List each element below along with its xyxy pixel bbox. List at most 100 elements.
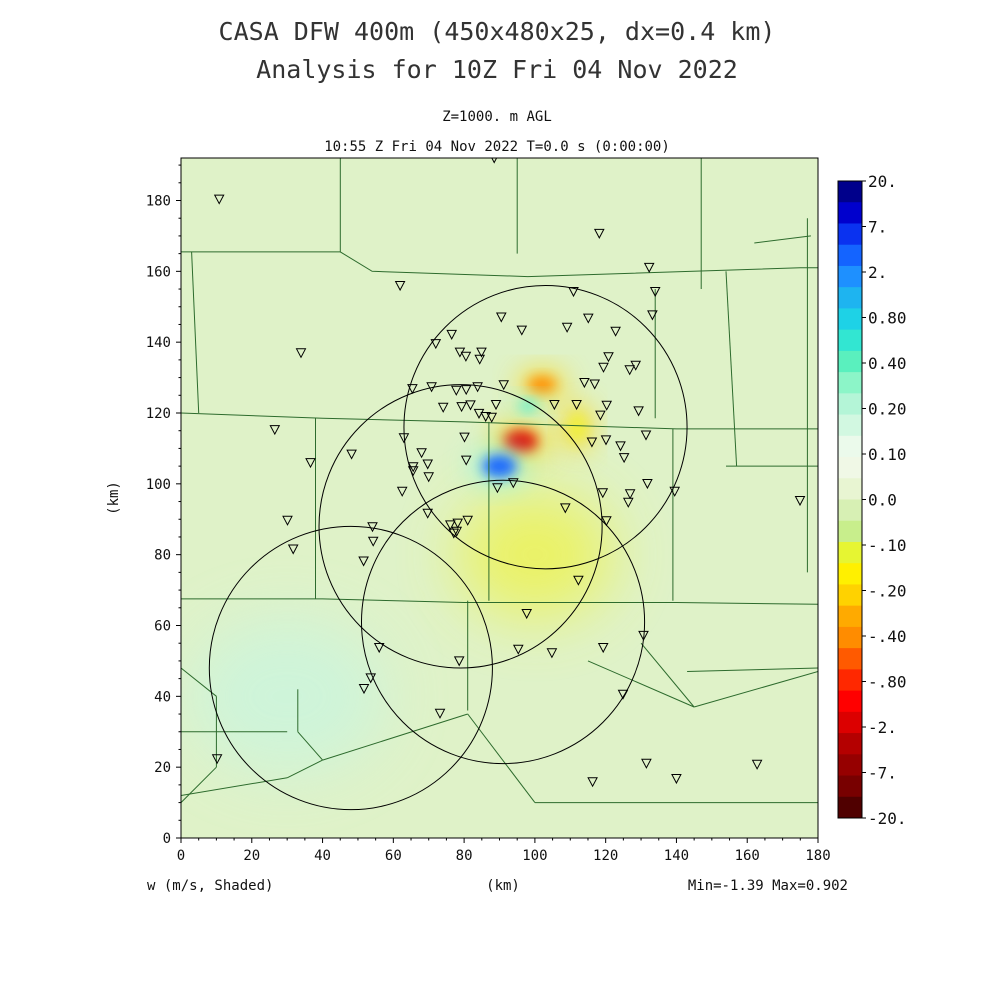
station-marker xyxy=(453,656,465,667)
station-marker xyxy=(647,310,658,321)
colorbar-label: -.80 xyxy=(868,673,907,692)
station-marker xyxy=(305,458,316,469)
colorbar-swatch xyxy=(838,372,862,394)
colorbar-label: 0.40 xyxy=(868,354,907,373)
county-line xyxy=(754,235,811,244)
county-line xyxy=(181,766,217,803)
station-marker xyxy=(358,684,370,695)
colorbar-swatch xyxy=(838,435,862,458)
x-tick-label: 120 xyxy=(593,848,618,864)
colorbar-swatch xyxy=(838,648,862,670)
colorbar-swatch xyxy=(838,287,862,309)
minmax-label: Min=-1.39 Max=0.902 xyxy=(688,878,848,894)
county-boundaries xyxy=(181,158,818,804)
station-marker xyxy=(638,630,649,641)
colorbar-swatch xyxy=(838,754,862,777)
station-marker xyxy=(295,348,307,359)
colorbar-swatch xyxy=(838,457,862,479)
station-marker xyxy=(373,643,385,654)
colorbar-swatch xyxy=(838,796,862,819)
station-marker xyxy=(587,777,598,788)
station-marker xyxy=(434,708,446,719)
y-tick-label: 160 xyxy=(146,264,171,280)
station-marker xyxy=(561,322,573,333)
soft-shading-layer xyxy=(188,490,613,775)
station-marker xyxy=(586,437,598,448)
county-line xyxy=(640,642,695,708)
county-line xyxy=(181,412,818,430)
variable-label: w (m/s, Shaded) xyxy=(147,878,273,894)
x-tick-label: 0 xyxy=(177,848,185,864)
station-marker xyxy=(649,287,661,298)
y-tick-label: 60 xyxy=(154,619,171,635)
y-tick-label: 20 xyxy=(154,760,171,776)
county-line xyxy=(286,759,323,779)
station-marker xyxy=(486,412,498,423)
colorbar-swatch xyxy=(838,350,862,373)
negative-w-cell xyxy=(503,430,538,453)
station-marker xyxy=(643,262,655,273)
colorbar-label: -2. xyxy=(868,718,897,737)
colorbar-label: 0.80 xyxy=(868,309,907,328)
station-marker xyxy=(630,360,642,371)
county-line xyxy=(181,598,818,605)
station-marker xyxy=(423,472,435,483)
y-tick-label: 180 xyxy=(146,194,171,210)
station-marker xyxy=(622,497,634,508)
x-tick-label: 40 xyxy=(314,848,331,864)
y-tick-label: 80 xyxy=(154,548,171,564)
colorbar-swatch xyxy=(838,478,862,500)
radar-range-ring xyxy=(318,384,603,669)
station-marker xyxy=(610,326,621,337)
station-marker xyxy=(601,400,613,411)
station-marker xyxy=(462,515,474,526)
colorbar-swatch xyxy=(838,265,862,288)
colorbar-swatch xyxy=(838,181,862,203)
station-marker xyxy=(516,325,528,336)
county-line xyxy=(687,667,818,672)
colorbar-swatch xyxy=(838,499,862,522)
station-marker xyxy=(571,400,582,411)
station-marker xyxy=(579,378,590,389)
station-marker xyxy=(642,479,653,490)
station-marker xyxy=(603,352,614,363)
x-tick-label: 140 xyxy=(664,848,689,864)
station-marker xyxy=(507,478,519,489)
station-marker xyxy=(444,520,456,531)
colorbar-label: -20. xyxy=(868,809,907,828)
station-marker xyxy=(568,287,579,298)
station-marker xyxy=(617,689,629,700)
county-line xyxy=(181,251,818,278)
radar-range-ring xyxy=(403,285,688,570)
y-tick-label: 0 xyxy=(163,831,171,847)
station-marker xyxy=(794,496,806,507)
colorbar-swatch xyxy=(838,563,862,585)
station-marker xyxy=(430,339,442,350)
y-tick-label: 100 xyxy=(146,477,171,493)
station-marker xyxy=(269,425,281,436)
county-line xyxy=(181,777,288,796)
station-marker xyxy=(358,556,369,567)
station-marker xyxy=(367,522,378,533)
county-line xyxy=(693,671,818,708)
colorbar-swatch xyxy=(838,584,862,607)
radar-range-rings xyxy=(208,285,688,811)
station-markers xyxy=(211,158,806,788)
station-marker xyxy=(640,430,652,441)
county-line xyxy=(587,660,695,708)
colorbar-swatch xyxy=(838,605,862,628)
x-tick-label: 20 xyxy=(243,848,260,864)
colorbar-label: 0.10 xyxy=(868,445,907,464)
radar-range-ring xyxy=(360,479,646,765)
station-marker xyxy=(365,673,377,684)
station-marker xyxy=(456,402,467,413)
station-marker xyxy=(751,759,763,770)
station-marker xyxy=(465,400,476,411)
station-marker xyxy=(589,379,601,390)
chart-subtitle: Analysis for 10Z Fri 04 Nov 2022 xyxy=(256,55,738,84)
time-label: 10:55 Z Fri 04 Nov 2022 T=0.0 s (0:00:00… xyxy=(324,139,670,155)
station-marker xyxy=(669,486,681,497)
colorbar-label: 7. xyxy=(868,218,887,237)
colorbar-label: -.10 xyxy=(868,536,907,555)
